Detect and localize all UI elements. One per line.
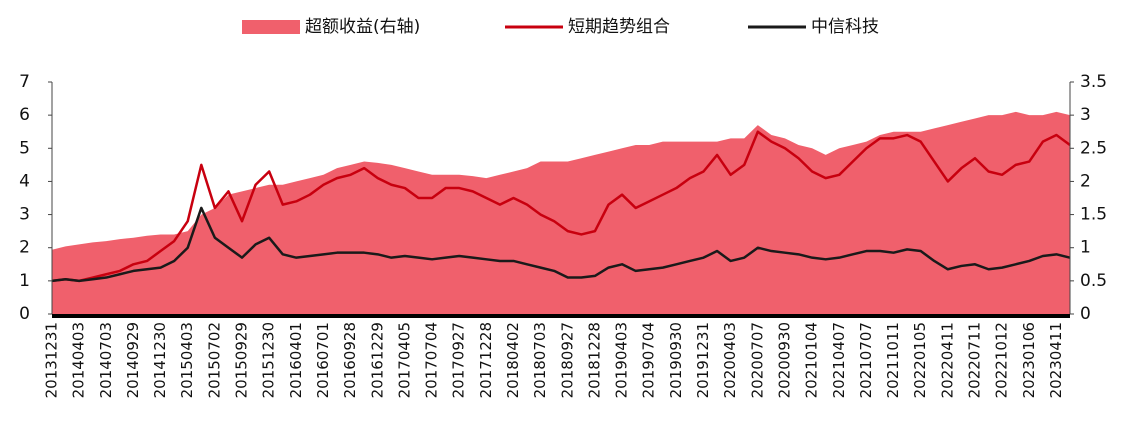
x-tick-label: 20210104 xyxy=(803,322,821,398)
legend-label: 超额收益(右轴) xyxy=(305,17,420,37)
y2-tick-label: 1 xyxy=(1080,238,1091,258)
x-tick-label: 20180703 xyxy=(531,322,549,398)
y2-tick-label: 0 xyxy=(1080,304,1091,324)
x-tick-label: 20150929 xyxy=(233,322,251,398)
x-tick-label: 20160928 xyxy=(341,322,359,398)
x-tick-label: 20180402 xyxy=(504,322,522,398)
x-tick-label: 20161229 xyxy=(368,322,386,398)
y-tick-label: 4 xyxy=(19,171,30,191)
x-tick-label: 20170927 xyxy=(450,322,468,398)
y-tick-label: 5 xyxy=(19,138,30,158)
y-tick-label: 3 xyxy=(19,205,30,225)
y-tick-label: 6 xyxy=(19,105,30,125)
x-tick-label: 20170405 xyxy=(395,322,413,398)
x-tick-label: 20150702 xyxy=(205,322,223,398)
x-tick-label: 20220711 xyxy=(965,322,983,398)
x-tick-label: 20200930 xyxy=(775,322,793,398)
x-tick-label: 20221012 xyxy=(993,322,1011,398)
x-tick-label: 20200707 xyxy=(748,322,766,398)
x-tick-label: 20191231 xyxy=(694,322,712,398)
y-tick-label: 0 xyxy=(19,304,30,324)
x-tick-label: 20210707 xyxy=(857,322,875,398)
legend-label: 中信科技 xyxy=(811,17,879,37)
line xyxy=(51,206,1071,283)
x-tick-label: 20181228 xyxy=(585,322,603,398)
y-tick-label: 2 xyxy=(19,238,30,258)
legend-label: 短期趋势组合 xyxy=(568,17,670,37)
x-tick-label: 20220105 xyxy=(911,322,929,398)
x-tick-label: 20200403 xyxy=(721,322,739,398)
y2-tick-label: 2 xyxy=(1080,171,1091,191)
x-tick-label: 20180927 xyxy=(558,322,576,398)
area xyxy=(52,111,1070,314)
x-tick-label: 20190403 xyxy=(613,322,631,398)
y2-tick-label: 3 xyxy=(1080,105,1091,125)
x-tick-label: 20151230 xyxy=(260,322,278,398)
x-tick-label: 20230106 xyxy=(1020,322,1038,398)
x-tick-label: 20160701 xyxy=(314,322,332,398)
y-tick-label: 7 xyxy=(19,72,30,92)
x-tick-label: 20140703 xyxy=(97,322,115,398)
x-tick-label: 20160401 xyxy=(287,322,305,398)
y2-tick-label: 1.5 xyxy=(1080,205,1107,225)
x-tick-label: 20220411 xyxy=(938,322,956,398)
x-tick-label: 20170704 xyxy=(423,322,441,398)
x-tick-label: 20140929 xyxy=(124,322,142,398)
x-tick-label: 20140403 xyxy=(70,322,88,398)
x-tick-label: 20190704 xyxy=(640,322,658,398)
y2-tick-label: 3.5 xyxy=(1080,72,1107,92)
legend-swatch xyxy=(242,20,300,34)
x-tick-label: 20210407 xyxy=(830,322,848,398)
x-tick-label: 20211011 xyxy=(884,322,902,398)
x-tick-label: 20141230 xyxy=(151,322,169,398)
x-tick-label: 20230411 xyxy=(1047,322,1065,398)
y2-tick-label: 2.5 xyxy=(1080,138,1107,158)
line xyxy=(51,130,1071,283)
x-tick-label: 20150403 xyxy=(178,322,196,398)
y2-tick-label: 0.5 xyxy=(1080,271,1107,291)
x-tick-label: 20131231 xyxy=(43,322,61,398)
x-tick-label: 20171228 xyxy=(477,322,495,398)
y-tick-label: 1 xyxy=(19,271,30,291)
x-tick-label: 20190930 xyxy=(667,322,685,398)
